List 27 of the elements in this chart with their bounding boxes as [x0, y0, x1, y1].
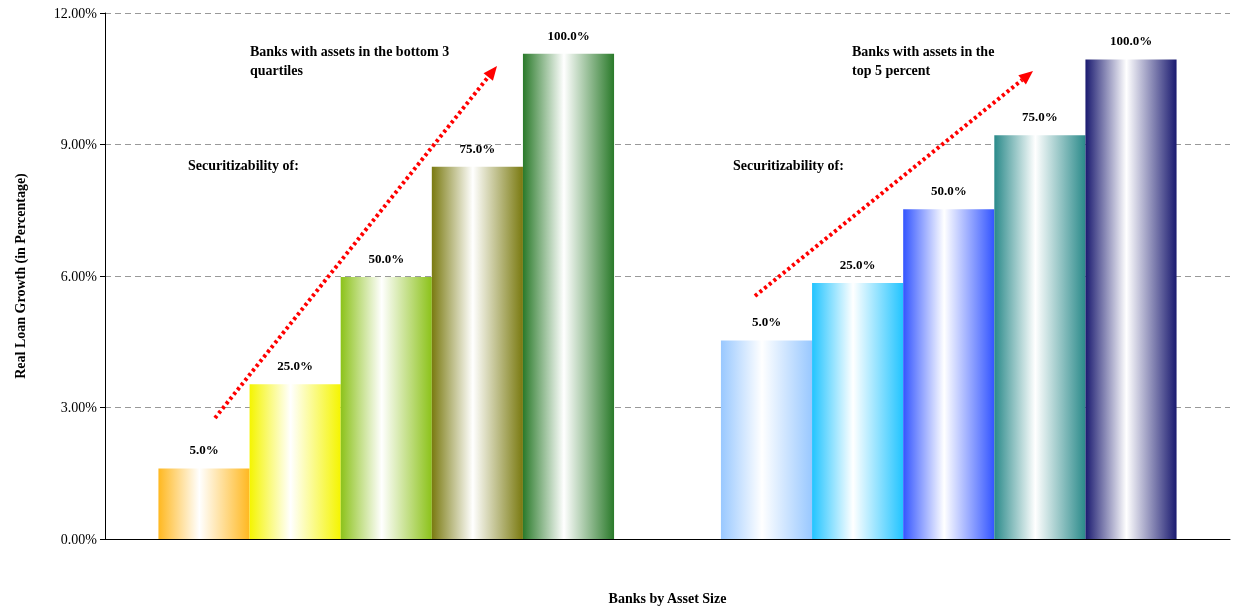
annotation: Banks with assets in the bottom 3 quartiles	[250, 44, 453, 78]
series-label: 50.0%	[368, 250, 405, 266]
y-tick-label: 6.00%	[60, 268, 98, 284]
bar	[522, 53, 615, 539]
annotation: Securitizability of:	[188, 158, 299, 173]
y-tick-label: 0.00%	[60, 531, 98, 547]
bar	[720, 340, 813, 539]
bar	[994, 135, 1086, 539]
bar	[249, 384, 341, 539]
y-axis-title: Real Loan Growth (in Percentage)	[12, 172, 29, 379]
annotation: Securitizability of:	[733, 158, 844, 173]
text: 5.0%	[751, 314, 782, 330]
series-label: 5.0%	[189, 442, 219, 458]
annotation: Banks with assets in the top 5 percent	[852, 44, 998, 78]
bar	[1085, 59, 1177, 539]
text: 100.0%	[1109, 33, 1153, 49]
y-tick-label: 3.00%	[60, 400, 98, 415]
series-label: 25.0%	[277, 358, 313, 374]
x-axis-title: Banks by Asset Size	[608, 590, 727, 606]
y-tick-label: 12.00%	[53, 5, 98, 21]
text: 25.0%	[839, 257, 876, 273]
bar	[158, 468, 250, 539]
series-label: 100.0%	[547, 27, 590, 43]
y-tick-label: 9.00%	[60, 137, 98, 152]
text: 50.0%	[930, 183, 967, 199]
series-label: 75.0%	[1022, 109, 1058, 125]
text: 75.0%	[459, 140, 496, 156]
